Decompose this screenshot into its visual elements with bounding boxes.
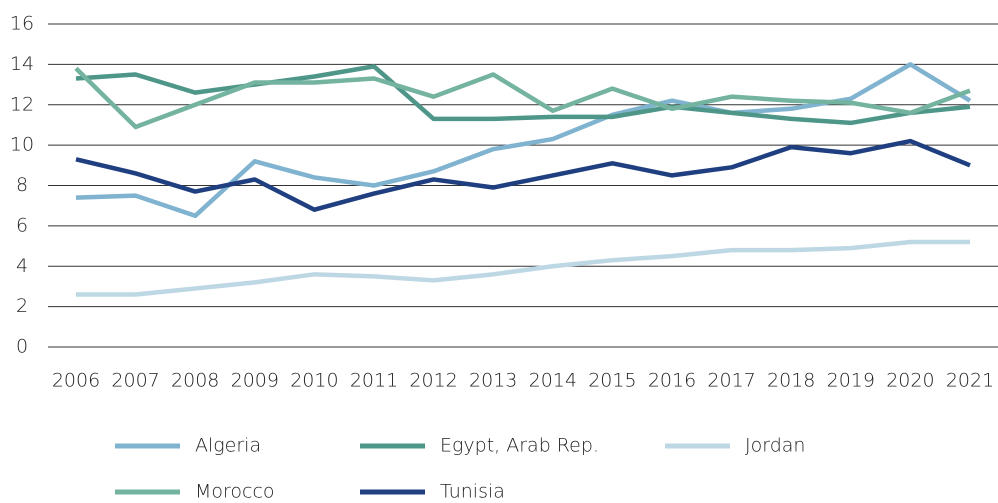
x-tick-label: 2019: [827, 370, 875, 392]
x-tick-label: 2017: [707, 370, 755, 392]
y-tick-label: 10: [10, 134, 34, 156]
series-line: [75, 62, 972, 219]
series-line: [76, 239, 970, 297]
y-tick-label: 8: [16, 174, 28, 196]
x-tick-label: 2021: [946, 370, 994, 392]
x-tick-label: 2011: [350, 370, 398, 392]
x-tick-label: 2010: [290, 370, 338, 392]
y-tick-label: 4: [16, 255, 28, 277]
legend-label: Morocco: [195, 481, 275, 503]
series-line: [75, 64, 971, 126]
x-tick-label: 2012: [409, 370, 457, 392]
x-tick-label: 2016: [648, 370, 696, 392]
y-tick-label: 6: [16, 214, 28, 236]
y-tick-label: 0: [16, 336, 28, 358]
legend-label: Tunisia: [440, 481, 505, 503]
y-tick-label: 14: [10, 53, 34, 75]
y-tick-label: 2: [16, 295, 28, 317]
x-tick-label: 2008: [171, 370, 219, 392]
x-tick-label: 2014: [529, 370, 577, 392]
y-tick-label: 16: [10, 13, 34, 35]
x-tick-label: 2006: [52, 370, 100, 392]
x-tick-label: 2015: [588, 370, 636, 392]
x-tick-label: 2020: [886, 370, 934, 392]
x-tick-label: 2007: [111, 370, 159, 392]
x-tick-label: 2013: [469, 370, 517, 392]
legend-label: Algeria: [195, 435, 261, 457]
series-line: [75, 138, 971, 212]
series-line: [74, 66, 971, 130]
x-tick-label: 2018: [767, 370, 815, 392]
legend-label: Jordan: [745, 435, 805, 457]
legend-label: Egypt, Arab Rep.: [440, 435, 599, 457]
x-tick-label: 2009: [231, 370, 279, 392]
y-tick-label: 12: [10, 93, 34, 115]
